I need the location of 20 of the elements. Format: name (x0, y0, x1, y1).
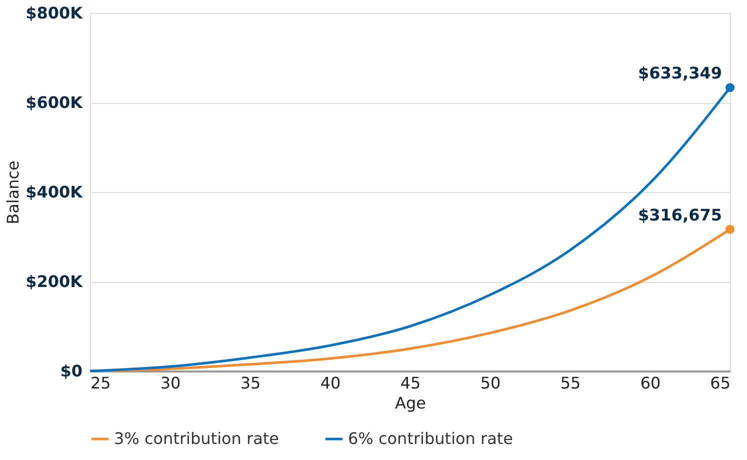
y-tick-label: $0 (60, 362, 82, 380)
x-tick-label: 35 (240, 374, 261, 392)
x-tick-label: 65 (710, 374, 730, 392)
legend-label: 3% contribution rate (114, 429, 280, 448)
x-tick-label: 25 (90, 374, 111, 392)
y-tick-label: $400K (26, 182, 84, 202)
legend-label: 6% contribution rate (348, 429, 514, 448)
y-tick-label: $600K (26, 93, 84, 112)
x-tick-label: 60 (640, 374, 661, 392)
annotation: $633,349 (638, 64, 722, 83)
x-tick-label: 30 (160, 374, 181, 392)
x-tick-label: 40 (320, 374, 341, 392)
y-tick-label: $800K (26, 4, 84, 22)
x-tick-label: 50 (480, 374, 501, 392)
y-tick-label: $200K (26, 272, 84, 291)
annotation: $316,675 (638, 205, 722, 224)
y-axis-title: Balance (4, 160, 23, 224)
x-axis-title: Age (395, 394, 426, 412)
x-tick-label: 45 (400, 374, 421, 392)
x-tick-label: 55 (560, 374, 581, 392)
